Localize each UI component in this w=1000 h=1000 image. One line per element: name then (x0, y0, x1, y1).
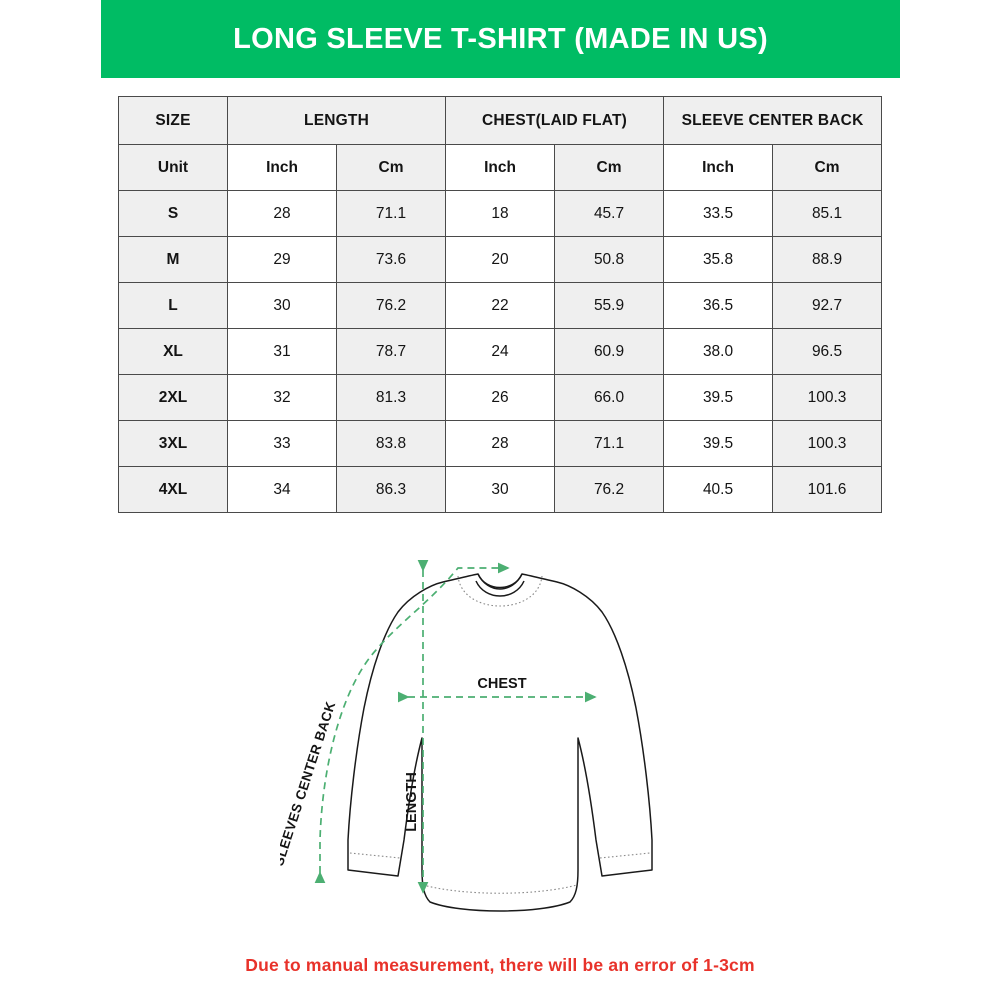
size-chart-table: SIZE LENGTH CHEST(LAID FLAT) SLEEVE CENT… (118, 96, 883, 513)
cell-length-inch: 30 (227, 282, 337, 329)
table-row: 2XL 32 81.3 26 66.0 39.5 100.3 (118, 374, 883, 421)
cell-chest-cm: 60.9 (554, 328, 665, 375)
table-group-header-row: SIZE LENGTH CHEST(LAID FLAT) SLEEVE CENT… (118, 96, 883, 145)
cell-length-cm: 76.2 (335, 282, 447, 329)
cell-chest-inch: 22 (445, 282, 556, 329)
sleeves-center-back-label: SLEEVES CENTER BACK (280, 700, 338, 868)
unit-header-chest-cm: Cm (554, 144, 665, 191)
cell-length-inch: 32 (227, 374, 337, 421)
cell-sleeve-cm: 101.6 (772, 466, 883, 513)
cell-chest-cm: 66.0 (554, 374, 665, 421)
cell-length-cm: 86.3 (335, 466, 447, 513)
cell-size: L (118, 282, 228, 329)
cell-sleeve-cm: 100.3 (772, 374, 883, 421)
length-label: LENGTH (404, 772, 420, 832)
table-row: M 29 73.6 20 50.8 35.8 88.9 (118, 236, 883, 283)
cell-sleeve-cm: 85.1 (772, 190, 883, 237)
cell-length-cm: 81.3 (335, 374, 447, 421)
cell-sleeve-inch: 39.5 (663, 374, 774, 421)
cell-sleeve-inch: 36.5 (663, 282, 774, 329)
table-row: 4XL 34 86.3 30 76.2 40.5 101.6 (118, 466, 883, 513)
table-row: S 28 71.1 18 45.7 33.5 85.1 (118, 190, 883, 237)
cell-length-inch: 28 (227, 190, 337, 237)
tshirt-outline-icon (347, 573, 653, 912)
cell-sleeve-inch: 38.0 (663, 328, 774, 375)
cell-chest-cm: 55.9 (554, 282, 665, 329)
cell-sleeve-cm: 96.5 (772, 328, 883, 375)
hem-seam-dotted (422, 884, 578, 894)
measurement-guides (314, 559, 597, 894)
table-unit-header-row: Unit Inch Cm Inch Cm Inch Cm (118, 144, 883, 191)
cell-sleeve-cm: 88.9 (772, 236, 883, 283)
table-row: L 30 76.2 22 55.9 36.5 92.7 (118, 282, 883, 329)
unit-header-sleeve-inch: Inch (663, 144, 774, 191)
cell-chest-inch: 24 (445, 328, 556, 375)
unit-header-unit: Unit (118, 144, 228, 191)
table-row: 3XL 33 83.8 28 71.1 39.5 100.3 (118, 420, 883, 467)
cell-chest-cm: 76.2 (554, 466, 665, 513)
cell-length-inch: 31 (227, 328, 337, 375)
cell-size: S (118, 190, 228, 237)
cell-chest-cm: 71.1 (554, 420, 665, 467)
table-row: XL 31 78.7 24 60.9 38.0 96.5 (118, 328, 883, 375)
cell-chest-inch: 20 (445, 236, 556, 283)
cell-length-cm: 78.7 (335, 328, 447, 375)
cell-length-inch: 34 (227, 466, 337, 513)
cell-sleeve-inch: 39.5 (663, 420, 774, 467)
cell-length-inch: 33 (227, 420, 337, 467)
cell-sleeve-inch: 40.5 (663, 466, 774, 513)
cell-length-inch: 29 (227, 236, 337, 283)
column-header-length: LENGTH (226, 96, 447, 145)
sleeve-center-back-arrow (314, 562, 510, 884)
cell-size: 3XL (118, 420, 228, 467)
column-header-chest: CHEST(LAID FLAT) (445, 96, 665, 145)
cell-size: M (118, 236, 228, 283)
unit-header-length-inch: Inch (227, 144, 337, 191)
measurement-disclaimer: Due to manual measurement, there will be… (245, 955, 755, 975)
cell-length-cm: 71.1 (335, 190, 447, 237)
unit-header-sleeve-cm: Cm (772, 144, 883, 191)
cell-length-cm: 73.6 (335, 236, 447, 283)
cell-chest-cm: 50.8 (554, 236, 665, 283)
column-header-sleeve: SLEEVE CENTER BACK (663, 96, 883, 145)
chest-label: CHEST (477, 676, 526, 692)
cell-sleeve-cm: 92.7 (772, 282, 883, 329)
cell-sleeve-inch: 33.5 (663, 190, 774, 237)
cell-chest-cm: 45.7 (554, 190, 665, 237)
cell-chest-inch: 30 (445, 466, 556, 513)
cell-size: 4XL (118, 466, 228, 513)
cell-sleeve-cm: 100.3 (772, 420, 883, 467)
cell-sleeve-inch: 35.8 (663, 236, 774, 283)
size-chart-table-container: SIZE LENGTH CHEST(LAID FLAT) SLEEVE CENT… (118, 96, 883, 513)
cell-chest-inch: 26 (445, 374, 556, 421)
unit-header-length-cm: Cm (335, 144, 447, 191)
cell-size: 2XL (118, 374, 228, 421)
garment-measurement-diagram: CHEST LENGTH SLEEVES CENTER BACK (280, 540, 720, 920)
cell-length-cm: 83.8 (335, 420, 447, 467)
cell-chest-inch: 28 (445, 420, 556, 467)
unit-header-chest-inch: Inch (445, 144, 556, 191)
cell-chest-inch: 18 (445, 190, 556, 237)
header-banner: LONG SLEEVE T-SHIRT (MADE IN US) (101, 0, 900, 78)
page-title: LONG SLEEVE T-SHIRT (MADE IN US) (233, 22, 768, 55)
column-header-size: SIZE (118, 96, 228, 145)
cell-size: XL (118, 328, 228, 375)
